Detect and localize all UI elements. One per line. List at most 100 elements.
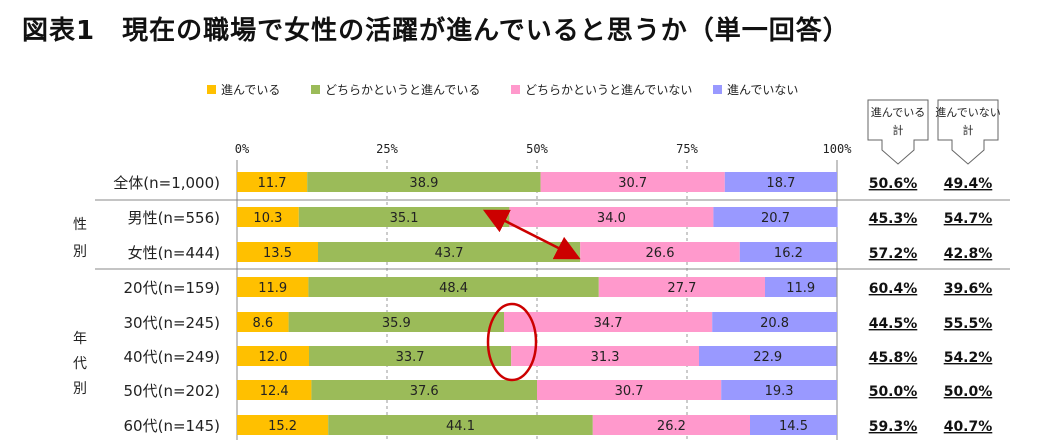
legend-swatch xyxy=(511,85,520,94)
summary-header-label: 進んでいない xyxy=(935,106,1000,119)
bar-segment xyxy=(724,172,837,192)
category-label: 30代(n=245) xyxy=(124,314,221,332)
bar-segment xyxy=(592,415,750,435)
total-value: 59.3% xyxy=(869,419,918,435)
bars: 11.7 38.9 30.7 18.7 10.3 35.1 34.0 20.7 13.5 43.7… xyxy=(237,172,838,435)
summary-header-box xyxy=(937,99,999,165)
bar-segment xyxy=(580,242,740,262)
total-value: 42.8% xyxy=(944,246,993,262)
data-label: 35.1 xyxy=(390,211,419,226)
chart-title: 図表1 現在の職場で女性の活躍が進んでいると思うか（単一回答） xyxy=(22,16,850,46)
data-label: 13.5 xyxy=(263,246,292,261)
data-label: 38.9 xyxy=(409,176,438,191)
x-tick-label: 75% xyxy=(676,142,698,156)
data-label: 15.2 xyxy=(268,419,297,434)
data-label: 22.9 xyxy=(753,350,782,365)
legend-swatch xyxy=(713,85,722,94)
bar-segment xyxy=(699,346,837,366)
bar-segment xyxy=(713,207,838,227)
bar-segment xyxy=(308,277,599,297)
x-tick-label: 50% xyxy=(526,142,548,156)
total-value: 50.0% xyxy=(869,384,918,400)
category-labels: 全体(n=1,000) 男性(n=556) 女性(n=444) 20代(n=159) 3… xyxy=(113,174,220,435)
bar-segment xyxy=(237,242,318,262)
data-label: 8.6 xyxy=(252,316,273,331)
category-label: 60代(n=145) xyxy=(124,417,221,435)
data-label: 11.7 xyxy=(258,176,287,191)
data-label: 14.5 xyxy=(779,419,808,434)
legend-swatch xyxy=(207,85,216,94)
bar-segment xyxy=(328,415,593,435)
x-tick-label: 25% xyxy=(376,142,398,156)
data-label: 12.0 xyxy=(259,350,288,365)
bar-segment xyxy=(504,312,713,332)
total-value: 49.4% xyxy=(944,176,993,192)
total-value: 57.2% xyxy=(869,246,918,262)
data-label: 34.0 xyxy=(597,211,626,226)
group-label: 別 xyxy=(73,244,87,260)
data-label: 12.4 xyxy=(260,384,289,399)
category-label: 20代(n=159) xyxy=(124,279,221,297)
bar-segment xyxy=(237,346,309,366)
bar-segment xyxy=(237,277,309,297)
x-axis: 0% 25% 50% 75% 100% xyxy=(235,142,852,156)
highlight-ellipse xyxy=(486,302,538,382)
x-tick-label: 100% xyxy=(823,142,853,156)
data-label: 18.7 xyxy=(766,176,795,191)
data-label: 11.9 xyxy=(786,281,815,296)
data-label: 19.3 xyxy=(765,384,794,399)
totals: 50.6% 45.3% 57.2% 60.4% 44.5% 45.8% 50.0% 59.3%… xyxy=(869,176,993,435)
data-label: 30.7 xyxy=(618,176,647,191)
total-value: 50.6% xyxy=(869,176,918,192)
bar-segment xyxy=(298,207,510,227)
data-label: 20.7 xyxy=(761,211,790,226)
annotations xyxy=(482,209,581,382)
data-label: 37.6 xyxy=(410,384,439,399)
total-value: 44.5% xyxy=(869,316,918,332)
group-label: 別 xyxy=(73,381,87,397)
data-label: 33.7 xyxy=(396,350,425,365)
bar-segment xyxy=(750,415,837,435)
total-value: 50.0% xyxy=(944,384,993,400)
bar-segment xyxy=(309,346,512,366)
bar-segment xyxy=(307,172,541,192)
bar-segment xyxy=(511,346,699,366)
bar-segment xyxy=(237,380,312,400)
data-label: 30.7 xyxy=(615,384,644,399)
bar-segment xyxy=(721,380,837,400)
data-label: 31.3 xyxy=(591,350,620,365)
bar-segment xyxy=(537,380,722,400)
group-label: 年 xyxy=(73,331,87,347)
data-label: 44.1 xyxy=(446,419,475,434)
summary-header-label: 計 xyxy=(963,123,974,137)
legend-label: 進んでいる xyxy=(221,83,280,97)
data-label: 20.8 xyxy=(760,316,789,331)
legend-label: 進んでいない xyxy=(727,83,798,97)
data-label: 35.9 xyxy=(382,316,411,331)
total-value: 55.5% xyxy=(944,316,993,332)
bar-segment xyxy=(540,172,725,192)
summary-header-box xyxy=(867,99,929,165)
category-label: 40代(n=249) xyxy=(124,348,221,366)
bar-segment xyxy=(765,277,837,297)
bar-segment xyxy=(311,380,537,400)
bar-segment xyxy=(712,312,837,332)
total-value: 54.7% xyxy=(944,211,993,227)
legend-swatch xyxy=(311,85,320,94)
total-value: 45.8% xyxy=(869,350,918,366)
group-label: 性 xyxy=(73,217,87,233)
legend-label: どちらかというと進んでいない xyxy=(525,83,692,97)
total-value: 60.4% xyxy=(869,281,918,297)
data-label: 10.3 xyxy=(253,211,282,226)
group-label: 代 xyxy=(73,356,87,372)
category-label: 女性(n=444) xyxy=(128,244,220,262)
data-label: 27.7 xyxy=(667,281,696,296)
bar-segment xyxy=(237,207,299,227)
total-value: 45.3% xyxy=(869,211,918,227)
bar-segment xyxy=(237,172,308,192)
legend: 進んでいる どちらかというと進んでいる どちらかというと進んでいない 進んでいない xyxy=(207,83,798,97)
data-label: 11.9 xyxy=(258,281,287,296)
